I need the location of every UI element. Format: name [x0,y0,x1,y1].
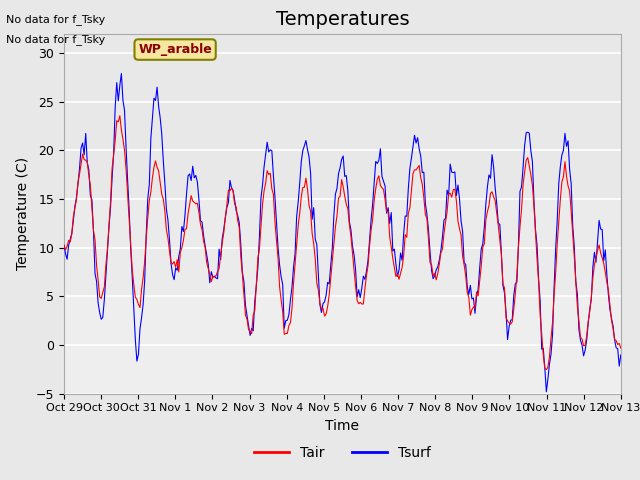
Bar [64,296,621,394]
Tair [116,113,124,119]
Tsurf [589,264,596,269]
Line: Tair: Tair [64,116,621,370]
Tair [543,367,550,372]
Tair [228,185,236,191]
Tair [589,275,596,281]
Tair [617,345,625,351]
Text: No data for f_Tsky: No data for f_Tsky [6,14,106,25]
Tsurf [228,185,236,191]
Tsurf [543,389,550,395]
Y-axis label: Temperature (C): Temperature (C) [16,157,30,270]
Tsurf [130,305,138,311]
Tair [60,243,68,249]
Bar [64,199,621,296]
Tair [130,282,138,288]
Tsurf [255,234,263,240]
Tsurf [617,352,625,358]
Tair [246,329,254,335]
Tsurf [118,71,125,76]
Legend: Tair, Tsurf: Tair, Tsurf [248,441,436,466]
Tsurf [246,333,254,338]
Tair [305,203,313,208]
Tsurf [305,154,313,160]
Title: Temperatures: Temperatures [276,10,409,29]
X-axis label: Time: Time [325,419,360,433]
Tsurf [60,242,68,248]
Text: No data for f_Tsky: No data for f_Tsky [6,34,106,45]
Tair [255,246,263,252]
Line: Tsurf: Tsurf [64,73,621,392]
Text: WP_arable: WP_arable [138,43,212,56]
